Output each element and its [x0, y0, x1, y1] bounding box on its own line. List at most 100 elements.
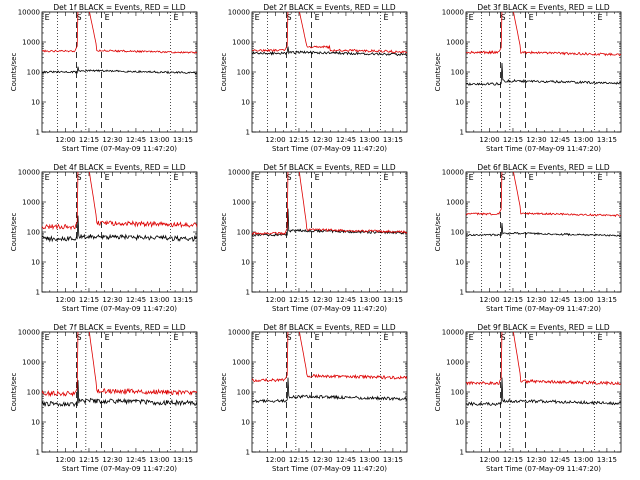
y-tick-label: 100 — [451, 229, 464, 237]
x-tick-label: 12:45 — [550, 296, 570, 304]
interval-marker: S — [286, 173, 291, 182]
events-series-line — [42, 215, 197, 243]
panel-7: Det 7f BLACK = Events, RED = LLD 1 10 100 10… — [10, 323, 198, 473]
interval-marker: E — [105, 333, 110, 342]
x-tick-label: 12:45 — [336, 136, 356, 144]
y-tick-label: 10 — [241, 99, 250, 107]
x-axis-label: Start Time (07-May-09 11:47:20) — [62, 145, 177, 153]
lld-series-line — [252, 332, 407, 383]
x-tick-label: 13:15 — [597, 296, 617, 304]
interval-marker: E — [598, 13, 603, 22]
panel-8: Det 8f BLACK = Events, RED = LLD 1 10 100 10… — [220, 323, 408, 473]
panel-title: Det 8f BLACK = Events, RED = LLD — [263, 323, 396, 332]
x-tick-label: 13:15 — [173, 456, 193, 464]
x-tick-label: 13:00 — [359, 136, 379, 144]
x-axis-label: Start Time (07-May-09 11:47:20) — [486, 465, 601, 473]
y-axis-label: Counts/sec — [220, 53, 228, 92]
events-series-line — [42, 380, 197, 408]
x-axis-label: Start Time (07-May-09 11:47:20) — [62, 305, 177, 313]
interval-marker: E — [384, 173, 389, 182]
x-tick-label: 12:00 — [265, 136, 285, 144]
y-axis-label: Counts/sec — [220, 373, 228, 412]
interval-marker: S — [500, 173, 505, 182]
lld-series-line — [252, 12, 407, 54]
x-tick-label: 13:00 — [149, 136, 169, 144]
x-tick-label: 13:00 — [573, 296, 593, 304]
y-tick-label: 100 — [27, 229, 40, 237]
x-axis-label: Start Time (07-May-09 11:47:20) — [486, 305, 601, 313]
x-tick-label: 12:30 — [102, 136, 122, 144]
y-axis-label: Counts/sec — [434, 53, 442, 92]
interval-marker: E — [598, 333, 603, 342]
events-series-line — [42, 66, 197, 75]
y-tick-label: 1000 — [446, 199, 464, 207]
panel-title: Det 5f BLACK = Events, RED = LLD — [263, 163, 396, 172]
lld-series-line — [42, 172, 197, 231]
y-axis-label: Counts/sec — [10, 213, 18, 252]
x-tick-label: 12:30 — [526, 456, 546, 464]
plot-frame — [251, 331, 408, 453]
y-tick-label: 10000 — [442, 9, 464, 17]
events-series-line — [252, 208, 407, 237]
panel-title: Det 1f BLACK = Events, RED = LLD — [53, 3, 186, 12]
y-tick-label: 100 — [27, 389, 40, 397]
interval-marker: S — [76, 173, 81, 182]
x-tick-label: 12:00 — [479, 456, 499, 464]
lld-series-line — [42, 12, 197, 54]
y-tick-label: 100 — [237, 229, 250, 237]
x-tick-label: 13:15 — [597, 136, 617, 144]
y-tick-label: 1000 — [22, 359, 40, 367]
interval-marker: E — [174, 333, 179, 342]
x-tick-label: 13:00 — [573, 136, 593, 144]
interval-marker: E — [105, 13, 110, 22]
y-tick-label: 10000 — [228, 169, 250, 177]
y-tick-label: 1000 — [446, 359, 464, 367]
x-tick-label: 12:45 — [126, 296, 146, 304]
interval-marker: S — [76, 13, 81, 22]
y-tick-label: 1 — [246, 449, 250, 457]
y-tick-label: 10000 — [228, 9, 250, 17]
y-tick-label: 1 — [36, 449, 40, 457]
x-tick-label: 12:00 — [55, 136, 75, 144]
events-series-line — [252, 46, 407, 57]
x-tick-label: 12:00 — [479, 296, 499, 304]
x-tick-label: 12:15 — [79, 456, 99, 464]
x-tick-label: 12:00 — [479, 136, 499, 144]
y-tick-label: 1000 — [232, 359, 250, 367]
x-axis-label: Start Time (07-May-09 11:47:20) — [272, 465, 387, 473]
y-tick-label: 10 — [31, 99, 40, 107]
y-tick-label: 10000 — [18, 9, 40, 17]
interval-marker: E — [529, 173, 534, 182]
panel-9: Det 9f BLACK = Events, RED = LLD 1 10 100 10… — [434, 323, 622, 473]
y-tick-label: 1000 — [232, 199, 250, 207]
interval-marker: E — [174, 13, 179, 22]
x-tick-label: 12:15 — [503, 296, 523, 304]
interval-marker: E — [384, 333, 389, 342]
interval-marker: E — [598, 173, 603, 182]
panel-3: Det 3f BLACK = Events, RED = LLD 1 10 100 10… — [434, 3, 622, 153]
panel-title: Det 2f BLACK = Events, RED = LLD — [263, 3, 396, 12]
x-axis-label: Start Time (07-May-09 11:47:20) — [272, 145, 387, 153]
interval-marker: E — [255, 173, 260, 182]
y-tick-label: 10000 — [442, 329, 464, 337]
x-tick-label: 12:00 — [55, 296, 75, 304]
x-tick-label: 13:00 — [149, 456, 169, 464]
y-tick-label: 1 — [460, 129, 464, 137]
interval-marker: E — [529, 333, 534, 342]
x-tick-label: 12:30 — [312, 456, 332, 464]
y-tick-label: 1000 — [446, 39, 464, 47]
x-tick-label: 13:15 — [597, 456, 617, 464]
x-tick-label: 12:45 — [550, 136, 570, 144]
interval-marker: E — [255, 13, 260, 22]
interval-marker: E — [529, 13, 534, 22]
y-tick-label: 10 — [455, 419, 464, 427]
lld-series-line — [42, 332, 197, 398]
panel-1: Det 1f BLACK = Events, RED = LLD 1 10 100 10… — [10, 3, 198, 153]
x-tick-label: 12:45 — [336, 456, 356, 464]
interval-marker: S — [76, 333, 81, 342]
panel-title: Det 4f BLACK = Events, RED = LLD — [53, 163, 186, 172]
x-tick-label: 12:30 — [312, 296, 332, 304]
interval-marker: E — [469, 13, 474, 22]
x-tick-label: 13:00 — [359, 456, 379, 464]
interval-marker: S — [286, 333, 291, 342]
